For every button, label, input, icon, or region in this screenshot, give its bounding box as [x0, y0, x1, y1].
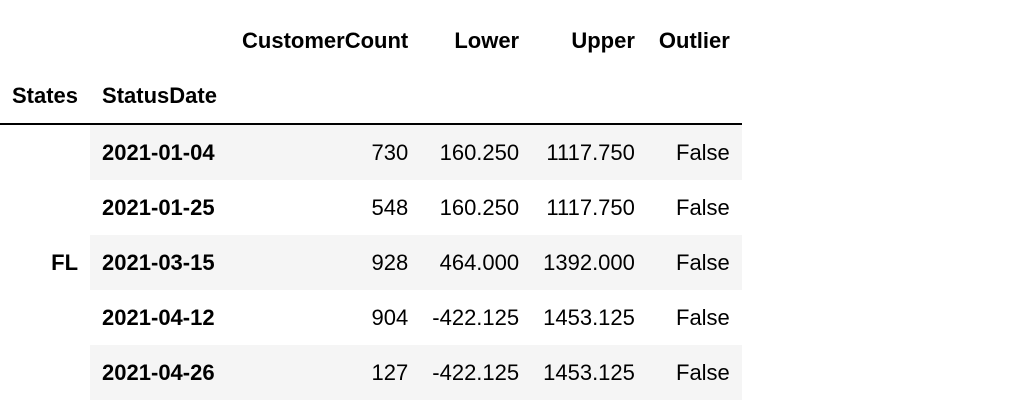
header-blank: [646, 68, 742, 125]
header-blank: [420, 68, 532, 125]
cell-customercount: 127: [230, 345, 421, 400]
cell-upper: 1117.750: [531, 180, 647, 235]
cell-upper: 1117.750: [531, 124, 647, 180]
table-row: 2021-04-26 127 -422.125 1453.125 False: [0, 345, 742, 400]
row-date: 2021-01-25: [90, 180, 231, 235]
column-header-upper: Upper: [571, 27, 635, 53]
header-blank: [90, 13, 230, 68]
cell-lower: -422.125: [420, 290, 532, 345]
index-name-states: States: [0, 68, 91, 125]
index-header-row: States StatusDate: [0, 68, 742, 125]
cell-lower: 160.250: [420, 124, 532, 180]
table-row: 2021-01-25 548 160.250 1117.750 False: [0, 180, 742, 235]
cell-outlier: False: [646, 290, 742, 345]
row-date: 2021-04-12: [90, 290, 231, 345]
column-header-lower: Lower: [454, 27, 520, 53]
cell-outlier: False: [646, 345, 742, 400]
column-header-customercount: CustomerCount: [242, 27, 409, 53]
group-label-state: FL: [0, 124, 91, 400]
header-blank: [230, 68, 421, 125]
row-date: 2021-04-26: [90, 345, 231, 400]
cell-outlier: False: [646, 180, 742, 235]
cell-lower: 160.250: [420, 180, 532, 235]
cell-lower: 464.000: [420, 235, 532, 290]
cell-customercount: 904: [230, 290, 421, 345]
table-row: FL 2021-01-04 730 160.250 1117.750 False: [0, 124, 742, 400]
cell-lower: -422.125: [420, 345, 532, 400]
row-date: 2021-03-15: [90, 235, 231, 290]
cell-outlier: False: [646, 235, 742, 290]
cell-customercount: 730: [230, 124, 421, 180]
table-row: 2021-04-12 904 -422.125 1453.125 False: [0, 290, 742, 345]
header-blank: [531, 68, 647, 125]
cell-customercount: 548: [230, 180, 421, 235]
cell-upper: 1453.125: [531, 345, 647, 400]
dataframe-table: CustomerCount Lower Upper Outlier States…: [0, 13, 742, 400]
table-row: 2021-03-15 928 464.000 1392.000 False: [0, 235, 742, 290]
cell-upper: 1453.125: [531, 290, 647, 345]
cell-outlier: False: [646, 124, 742, 180]
header-blank: [0, 13, 90, 68]
cell-upper: 1392.000: [531, 235, 647, 290]
cell-customercount: 928: [230, 235, 421, 290]
index-name-statusdate: StatusDate: [90, 68, 231, 125]
row-date: 2021-01-04: [90, 124, 231, 180]
column-header-row: CustomerCount Lower Upper Outlier: [0, 13, 742, 68]
column-header-outlier: Outlier: [658, 27, 730, 53]
